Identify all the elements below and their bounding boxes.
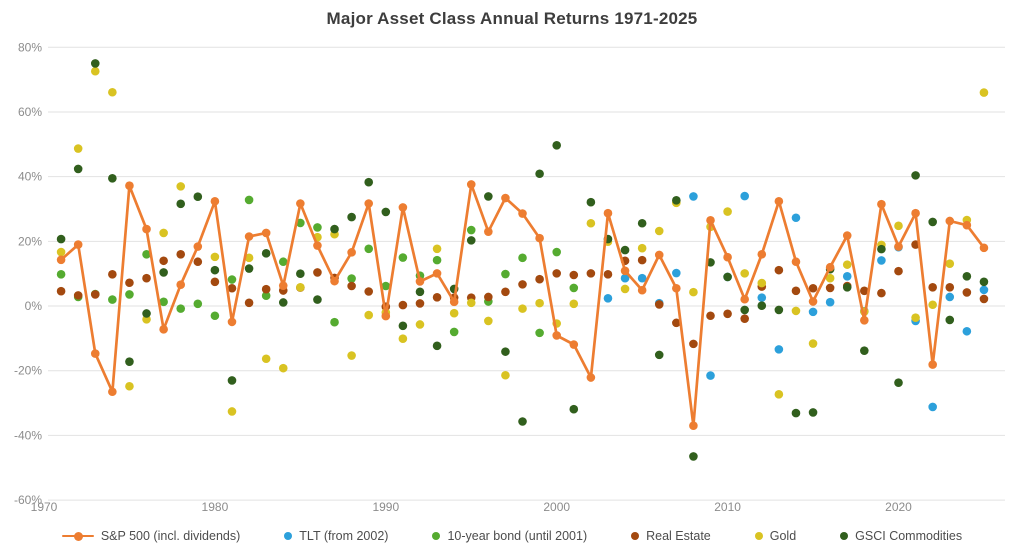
x-axis-tick-labels: 1970 1980 1990 2000 2010 2020: [31, 500, 913, 514]
tlt-dot-marker-icon: [284, 532, 293, 540]
legend-item-10y-bond: 10-year bond (until 2001): [432, 529, 587, 543]
legend-item-tlt: TLT (from 2002): [284, 529, 388, 543]
gsci-dot-marker-icon: [840, 532, 849, 540]
legend-item-sp500: S&P 500 (incl. dividends): [61, 529, 241, 543]
y-axis-tick-label: -40%: [14, 428, 42, 442]
legend-label-real-estate: Real Estate: [646, 529, 711, 543]
real-estate-dot-marker-icon: [631, 532, 640, 540]
y-axis-tick-label: 40%: [18, 170, 42, 184]
series-s-p-500-incl-dividends: [56, 180, 989, 431]
legend-label-tlt: TLT (from 2002): [299, 529, 389, 543]
series-10-year-bond-until-2001: [56, 195, 579, 338]
legend-label-sp500: S&P 500 (incl. dividends): [100, 529, 241, 543]
legend-label-10y-bond: 10-year bond (until 2001): [447, 529, 588, 543]
y-gridlines: 80% 60% 40% 20% 0% -20% -40% -60%: [14, 40, 1005, 507]
chart-title: Major Asset Class Annual Returns 1971-20…: [326, 9, 698, 28]
x-axis-tick-label: 2020: [885, 500, 912, 514]
legend-item-real-estate: Real Estate: [631, 529, 711, 543]
x-axis-tick-label: 1980: [202, 500, 229, 514]
x-axis-tick-label: 2000: [543, 500, 570, 514]
chart-legend: S&P 500 (incl. dividends) TLT (from 2002…: [0, 529, 1024, 543]
sp500-line-marker-icon: [61, 531, 94, 541]
y-axis-tick-label: 20%: [18, 234, 42, 248]
series-gsci-commodities: [56, 59, 989, 461]
y-axis-tick-label: -60%: [14, 493, 42, 507]
y-axis-tick-label: 80%: [18, 40, 42, 54]
x-axis-tick-label: 1990: [372, 500, 399, 514]
legend-item-gsci: GSCI Commodities: [840, 529, 962, 543]
y-axis-tick-label: 60%: [18, 105, 42, 119]
legend-item-gold: Gold: [754, 529, 797, 543]
legend-label-gsci: GSCI Commodities: [855, 529, 963, 543]
y-axis-tick-label: -20%: [14, 364, 42, 378]
gold-dot-marker-icon: [754, 532, 763, 540]
bond-dot-marker-icon: [432, 532, 441, 540]
x-axis-tick-label: 2010: [714, 500, 741, 514]
x-axis-tick-label: 1970: [31, 500, 58, 514]
legend-label-gold: Gold: [769, 529, 797, 543]
y-axis-tick-label: 0%: [25, 299, 43, 313]
